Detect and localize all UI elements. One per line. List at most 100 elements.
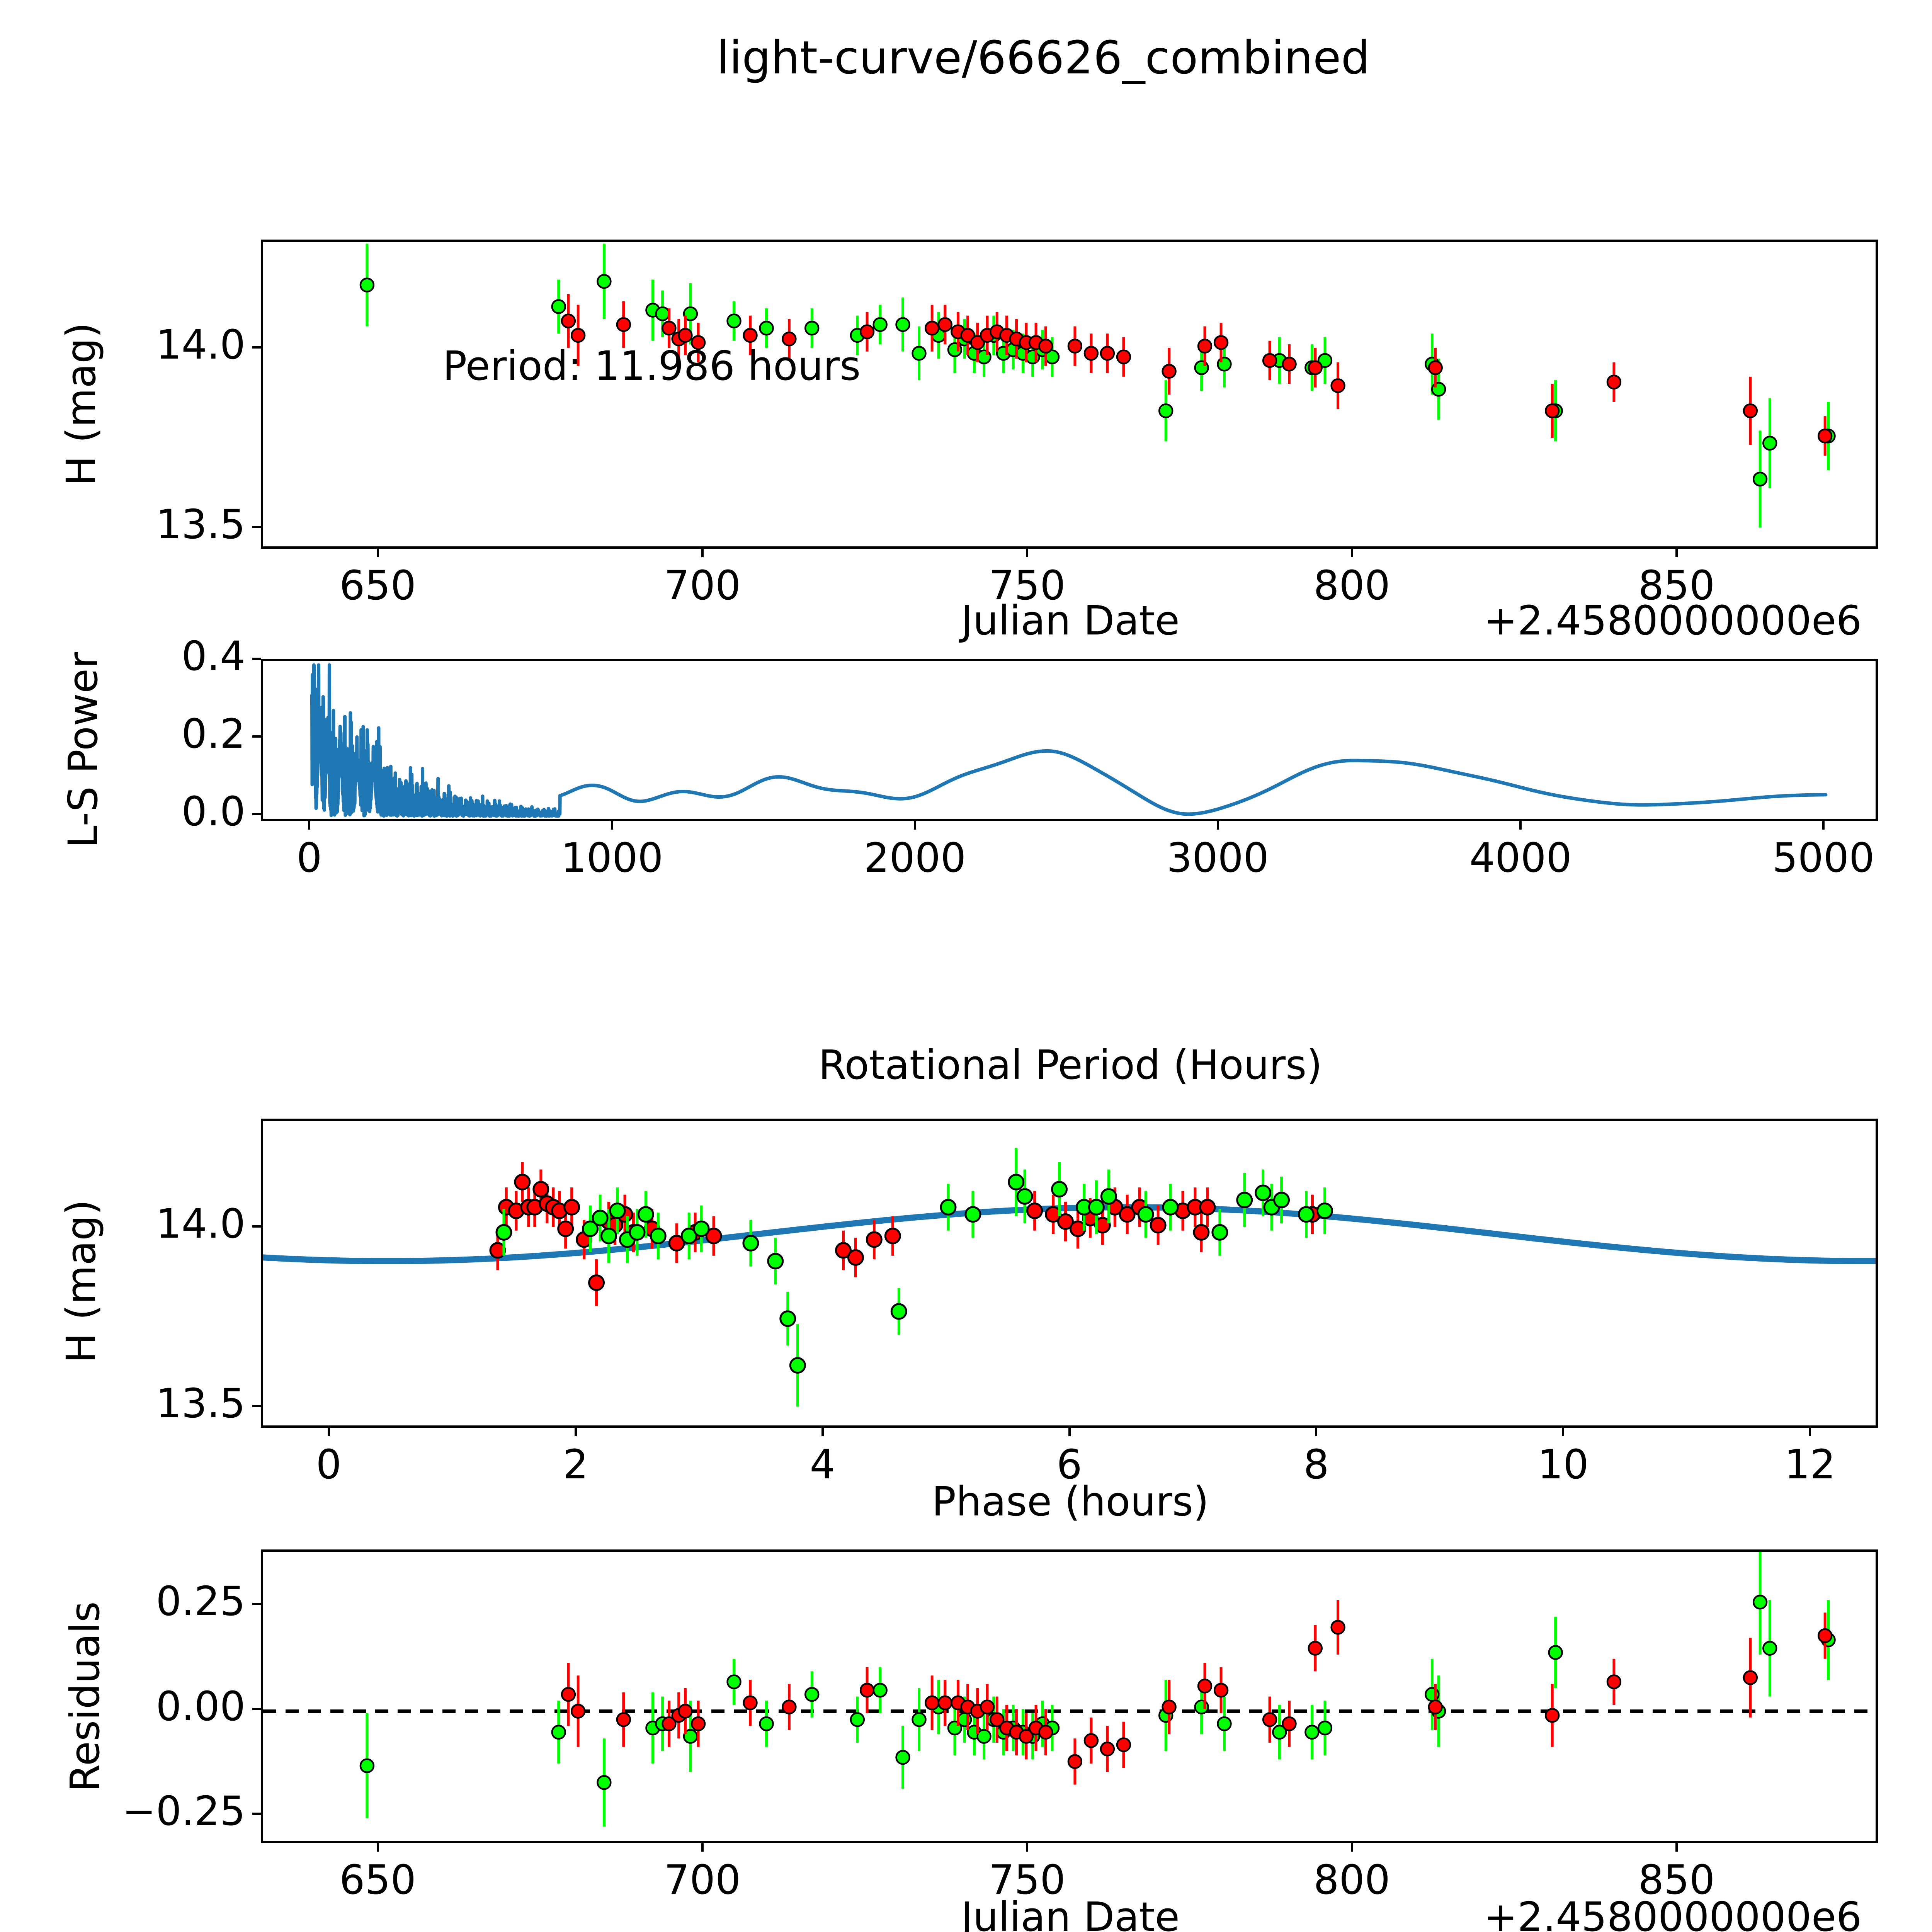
data-point: [1304, 1725, 1320, 1740]
data-point: [359, 1758, 375, 1773]
data-point: [1067, 1754, 1083, 1769]
data-point: [1743, 1670, 1758, 1685]
data-point: [859, 324, 875, 339]
data-point: [1213, 1683, 1229, 1698]
data-point: [743, 1695, 758, 1711]
data-point: [789, 1357, 806, 1374]
data-point: [1067, 338, 1083, 354]
phasefold-xlabel: Phase (hours): [932, 1478, 1209, 1525]
residuals-xtick-label: 800: [1313, 1856, 1390, 1903]
data-point: [1298, 1206, 1315, 1223]
phasefold-ytick-label: 14.0: [156, 1200, 245, 1248]
data-point: [1016, 1188, 1033, 1205]
residuals-xtick-mark: [701, 1843, 704, 1852]
data-point: [1262, 1712, 1277, 1727]
data-point: [570, 328, 586, 343]
data-point: [872, 1683, 888, 1698]
data-point: [1211, 1224, 1228, 1241]
periodogram-xtick-label: 3000: [1167, 834, 1269, 881]
data-point: [570, 1704, 586, 1719]
data-point: [779, 1310, 796, 1327]
data-point: [1330, 378, 1345, 393]
data-point: [1308, 360, 1323, 375]
phasefold-xtick-mark: [1562, 1428, 1565, 1436]
data-point: [563, 1199, 580, 1216]
data-point: [650, 1228, 667, 1245]
data-point: [690, 335, 706, 350]
residuals-ytick-label: −0.25: [122, 1787, 245, 1835]
data-point: [767, 1253, 784, 1270]
phasefold-ytick-mark: [252, 1225, 261, 1228]
phasefold-plot-area: [263, 1148, 1876, 1407]
panel-periodogram: [261, 659, 1878, 821]
lightcurve-ytick-mark: [252, 526, 261, 529]
point-group-red: [561, 1620, 1833, 1769]
data-point: [582, 1220, 599, 1237]
data-point: [924, 1695, 940, 1711]
residuals-xtick-mark: [376, 1843, 379, 1852]
data-point: [655, 306, 670, 321]
phasefold-xtick-mark: [821, 1428, 824, 1436]
lightcurve-x-offset-label: +2.4580000000e6: [1484, 597, 1862, 644]
point-group-red: [561, 313, 1833, 444]
lightcurve-xtick-label: 850: [1638, 562, 1715, 609]
data-point: [726, 313, 742, 328]
data-point: [1038, 338, 1053, 354]
data-point: [1606, 374, 1622, 390]
lightcurve-ytick-mark: [252, 346, 261, 349]
data-point: [1817, 429, 1833, 444]
residuals-plot-area: [263, 1552, 1876, 1827]
data-point: [960, 328, 975, 343]
periodogram-xtick-label: 2000: [864, 834, 966, 881]
data-point: [804, 1687, 820, 1702]
point-group-green: [495, 1173, 1333, 1374]
residuals-ytick-label: 0.00: [156, 1682, 245, 1730]
data-point: [588, 1274, 605, 1291]
data-point: [1606, 1674, 1622, 1689]
phasefold-xtick-label: 12: [1784, 1441, 1836, 1488]
data-point: [1197, 338, 1213, 354]
errorbar-group-green: [366, 1552, 1830, 1827]
panel-lightcurve: [261, 240, 1878, 549]
data-point: [1083, 1733, 1099, 1748]
data-point: [759, 1716, 774, 1731]
data-point: [532, 1181, 549, 1198]
residuals-xtick-label: 750: [988, 1856, 1066, 1903]
data-point: [1752, 471, 1768, 487]
data-point: [866, 1231, 883, 1248]
phasefold-xtick-label: 6: [1056, 1441, 1082, 1488]
data-point: [514, 1173, 531, 1190]
periodogram-ytick-label: 0.4: [181, 633, 245, 680]
data-point: [970, 335, 985, 350]
phasefold-ytick-mark: [252, 1405, 261, 1408]
panel-phasefold: [261, 1119, 1878, 1428]
data-point: [1162, 364, 1177, 379]
phasefold-xtick-label: 4: [810, 1441, 835, 1488]
data-point: [1545, 403, 1560, 418]
data-point: [1272, 1725, 1287, 1740]
data-point: [690, 1716, 706, 1731]
periodogram-xtick-label: 1000: [561, 834, 663, 881]
data-point: [1262, 353, 1277, 368]
phasefold-ytick-label: 13.5: [156, 1380, 245, 1427]
data-point: [693, 1220, 710, 1237]
data-point: [680, 1228, 697, 1245]
data-point: [1213, 335, 1229, 350]
data-point: [678, 1704, 693, 1719]
data-point: [1428, 1699, 1443, 1714]
residuals-xtick-label: 700: [664, 1856, 741, 1903]
data-point: [1743, 403, 1758, 418]
data-point: [990, 1712, 1005, 1727]
data-point: [551, 1725, 566, 1740]
data-point: [1051, 1181, 1068, 1198]
periodogram-ytick-label: 0.2: [181, 710, 245, 757]
data-point: [1193, 1224, 1210, 1241]
data-point: [1158, 403, 1173, 418]
residuals-ytick-mark: [252, 1603, 261, 1605]
residuals-xtick-label: 650: [339, 1856, 416, 1903]
periodogram-ytick-label: 0.0: [181, 787, 245, 835]
lightcurve-xtick-mark: [1675, 549, 1678, 557]
lightcurve-xtick-label: 750: [988, 562, 1066, 609]
phasefold-xtick-mark: [1809, 1428, 1811, 1436]
